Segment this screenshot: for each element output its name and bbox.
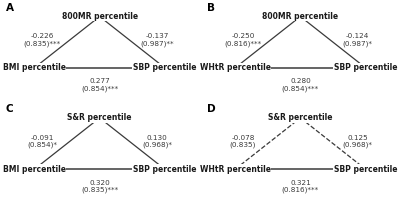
Text: WHtR percentile: WHtR percentile [200,63,271,72]
Text: 800MR percentile: 800MR percentile [62,12,138,21]
Text: -0.137
(0.987)**: -0.137 (0.987)** [140,33,174,47]
Text: SBP percentile: SBP percentile [334,63,397,72]
Text: A: A [6,3,14,13]
Text: BMI percentile: BMI percentile [3,63,66,72]
Text: -0.091
(0.854)*: -0.091 (0.854)* [27,135,57,148]
Text: 0.321
(0.816)***: 0.321 (0.816)*** [282,180,319,193]
Text: C: C [6,104,14,114]
Text: 800MR percentile: 800MR percentile [262,12,338,21]
Text: BMI percentile: BMI percentile [3,165,66,174]
Text: -0.078
(0.835): -0.078 (0.835) [230,135,256,148]
Text: -0.124
(0.987)*: -0.124 (0.987)* [343,33,373,47]
Text: -0.250
(0.816)***: -0.250 (0.816)*** [224,33,262,47]
Text: 0.277
(0.854)***: 0.277 (0.854)*** [81,78,118,92]
Text: 0.320
(0.835)***: 0.320 (0.835)*** [81,180,118,193]
Text: 0.130
(0.968)*: 0.130 (0.968)* [142,135,172,148]
Text: -0.226
(0.835)***: -0.226 (0.835)*** [24,33,61,47]
Text: SBP percentile: SBP percentile [133,165,196,174]
Text: SBP percentile: SBP percentile [334,165,397,174]
Text: S&R percentile: S&R percentile [67,113,132,122]
Text: SBP percentile: SBP percentile [133,63,196,72]
Text: 0.125
(0.968)*: 0.125 (0.968)* [343,135,373,148]
Text: 0.280
(0.854)***: 0.280 (0.854)*** [282,78,319,92]
Text: D: D [207,104,215,114]
Text: S&R percentile: S&R percentile [268,113,333,122]
Text: WHtR percentile: WHtR percentile [200,165,271,174]
Text: B: B [207,3,215,13]
